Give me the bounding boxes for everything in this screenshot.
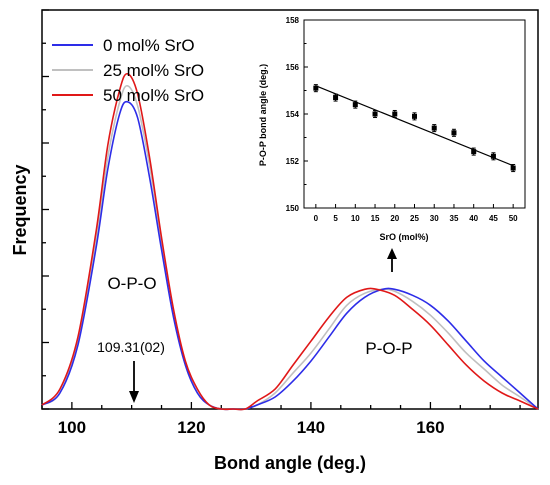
- legend-label-1: 25 mol% SrO: [103, 61, 204, 80]
- inset-x-tick-label: 30: [430, 214, 439, 223]
- main-y-ticks: [42, 9, 49, 410]
- inset-y-tick-label: 154: [286, 110, 300, 119]
- inset-data: [313, 84, 516, 173]
- inset-data-point: [412, 113, 417, 119]
- inset-data-point: [471, 149, 477, 155]
- inset-fit-line: [315, 85, 514, 167]
- inset-data-point: [510, 165, 516, 171]
- main-x-tick-label: 120: [177, 418, 205, 437]
- main-x-tick-label: 140: [297, 418, 325, 437]
- legend-label-0: 0 mol% SrO: [103, 36, 195, 55]
- inset-x-tick-label: 20: [390, 214, 399, 223]
- inset-data-point: [352, 102, 358, 108]
- peak-arrow: [129, 361, 139, 403]
- inset-y-tick-label: 152: [286, 157, 300, 166]
- inset-x-tick-label: 45: [489, 214, 498, 223]
- main-plot: 100 120 140 160 Bond angle (deg.) Frequency…: [10, 9, 539, 473]
- inset-x-tick-label: 0: [314, 214, 319, 223]
- main-series: [41, 72, 539, 411]
- pop-label: P-O-P: [365, 339, 412, 358]
- inset-y-tick-label: 158: [286, 16, 300, 25]
- inset-x-tick-label: 10: [351, 214, 360, 223]
- inset-data-point: [490, 153, 496, 159]
- inset-x-tick-label: 25: [410, 214, 419, 223]
- inset-arrow: [387, 248, 397, 272]
- inset-data-point: [451, 130, 457, 136]
- inset-x-tick-label: 5: [333, 214, 338, 223]
- inset-x-tick-label: 35: [450, 214, 459, 223]
- main-y-axis-title: Frequency: [10, 164, 30, 255]
- main-x-ticks: 100 120 140 160: [41, 402, 521, 437]
- inset-data-point: [333, 95, 339, 101]
- opo-label: O-P-O: [107, 274, 156, 293]
- main-x-tick-label: 160: [416, 418, 444, 437]
- legend: 0 mol% SrO 25 mol% SrO 50 mol% SrO: [52, 36, 204, 105]
- inset-x-tick-label: 15: [371, 214, 380, 223]
- inset-x-tick-label: 40: [469, 214, 478, 223]
- series-line-2: [41, 72, 539, 411]
- main-x-tick-label: 100: [58, 418, 86, 437]
- inset-y-tick-label: 156: [286, 63, 300, 72]
- inset-y-tick-label: 150: [286, 204, 300, 213]
- inset-y-ticks: 150 152 154 156 158: [286, 16, 308, 213]
- legend-label-2: 50 mol% SrO: [103, 86, 204, 105]
- inset-data-point: [431, 125, 437, 131]
- peak-value-label: 109.31(02): [97, 339, 165, 355]
- inset-data-point: [313, 85, 319, 91]
- inset-data-point: [392, 111, 398, 117]
- inset-y-axis-title: P-O-P bond angle (deg.): [258, 64, 268, 166]
- inset-x-ticks: 0 5 10 15 20 25 30 35 40 45 50: [314, 204, 518, 223]
- inset-x-tick-label: 50: [509, 214, 518, 223]
- inset-data-point: [372, 111, 378, 117]
- inset-x-axis-title: SrO (mol%): [379, 232, 428, 242]
- inset-plot: 150 152 154 156 158 0 5 10 15 20 25 30 35 40 45 50 SrO…: [258, 16, 526, 242]
- main-x-axis-title: Bond angle (deg.): [214, 453, 366, 473]
